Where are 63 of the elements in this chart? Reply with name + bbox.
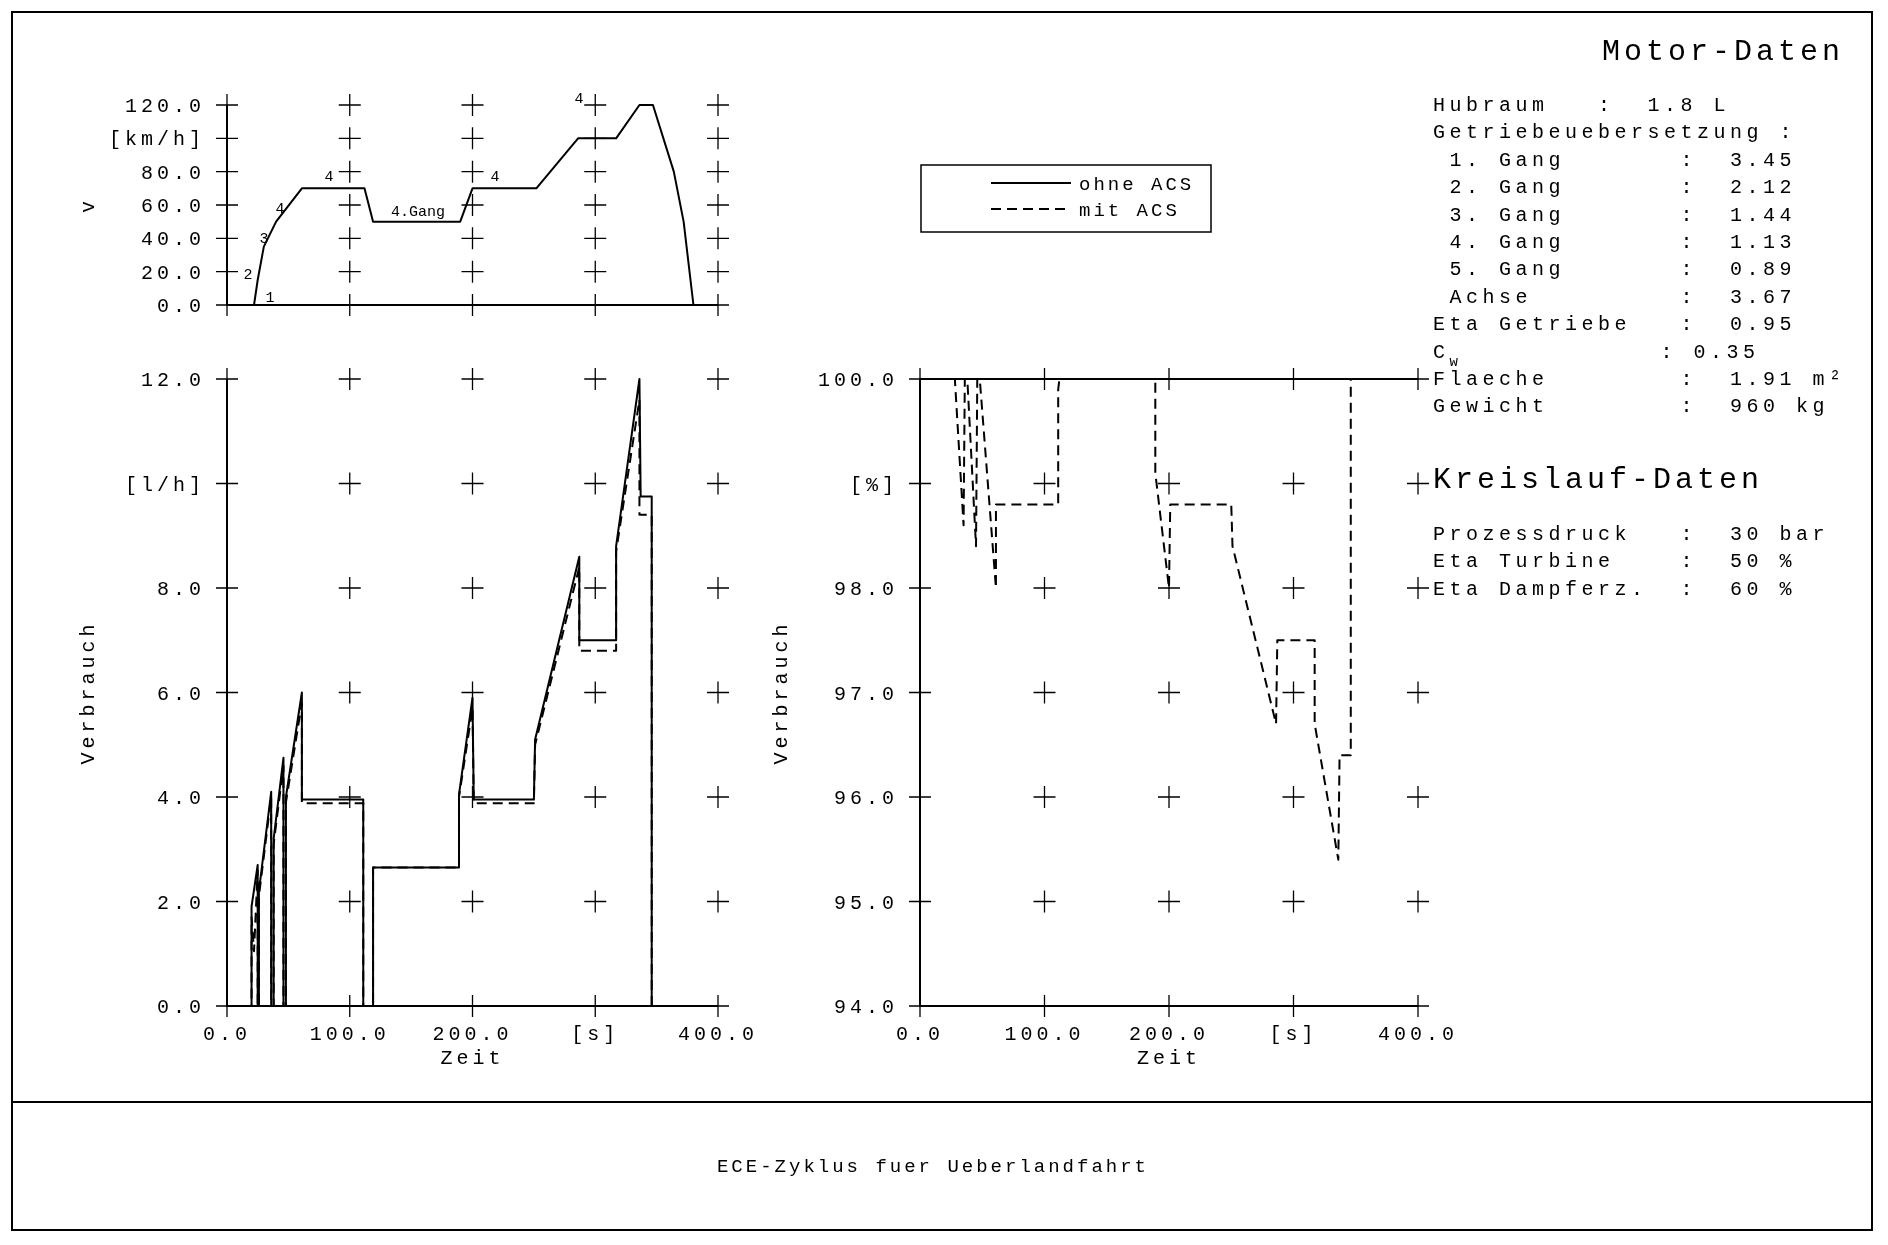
text: Hubraum : 1.8 L: [1433, 94, 1731, 117]
text: 1. Gang : 3.45: [1433, 148, 1797, 172]
text: Achse : 3.67: [1433, 285, 1797, 309]
annotation: 2: [243, 267, 253, 285]
text: Eta Getriebe : 0.95: [1433, 313, 1797, 337]
y-tick-label: 98.0: [833, 578, 898, 601]
y-tick-label: 80.0: [140, 161, 205, 185]
x-axis-title: Zeit: [1136, 1047, 1202, 1070]
annotation: 4.Gang: [390, 204, 446, 222]
y-tick-label: 96.0: [833, 787, 898, 810]
text: Motor-Daten: [1601, 35, 1845, 69]
x-tick-label: 400.0: [1377, 1023, 1459, 1046]
y-tick-label: 120.0: [124, 95, 205, 118]
y-tick-label: [l/h]: [124, 473, 205, 497]
legend-label: mit ACS: [1079, 199, 1180, 222]
y-axis-title: Verbrauch: [770, 620, 793, 765]
y-tick-label: 95.0: [833, 891, 898, 915]
text: Eta Dampferz. : 60 %: [1433, 577, 1797, 601]
text: Gewicht : 960 kg: [1433, 395, 1830, 419]
y-tick-label: 0.0: [156, 295, 205, 318]
x-tick-label: [s]: [1269, 1023, 1318, 1046]
x-tick-label: 200.0: [432, 1023, 513, 1046]
y-tick-label: 40.0: [140, 228, 205, 252]
annotation: 4: [275, 201, 285, 219]
legend-label: ohne ACS: [1079, 173, 1195, 196]
text: Prozessdruck : 30 bar: [1433, 523, 1830, 546]
y-tick-label: 0.0: [156, 996, 205, 1019]
y-tick-label: 20.0: [140, 261, 205, 285]
x-tick-label: 400.0: [677, 1023, 759, 1046]
y-tick-label: [km/h]: [108, 128, 205, 152]
annotation: 4: [574, 91, 584, 109]
text: Eta Turbine : 50 %: [1433, 550, 1797, 574]
x-tick-label: 100.0: [309, 1023, 390, 1046]
annotation: 4: [324, 169, 334, 187]
y-tick-label: 60.0: [140, 195, 205, 218]
y-tick-label: 6.0: [156, 682, 205, 706]
text: C$_{w}$ : 0.35: [1433, 340, 1760, 370]
y-tick-label: 4.0: [156, 787, 205, 810]
y-tick-label: 12.0: [140, 369, 205, 392]
annotation: 4: [490, 169, 500, 187]
y-tick-label: 100.0: [817, 369, 898, 392]
x-tick-label: 0.0: [895, 1023, 945, 1046]
x-tick-label: [s]: [571, 1023, 620, 1046]
y-tick-label: 8.0: [156, 578, 205, 601]
text: 2. Gang : 2.12: [1433, 176, 1797, 200]
y-tick-label: 97.0: [833, 682, 898, 706]
text: Flaeche : 1.91 m²: [1433, 368, 1846, 391]
text: 4. Gang : 1.13: [1433, 231, 1797, 254]
text: Getriebeuebersetzung :: [1433, 121, 1797, 145]
x-tick-label: 100.0: [1004, 1023, 1085, 1046]
x-tick-label: 200.0: [1128, 1023, 1210, 1046]
text: Kreislauf-Daten: [1433, 463, 1764, 497]
y-tick-label: 2.0: [156, 891, 205, 915]
text: ECE-Zyklus fuer Ueberlandfahrt: [716, 1156, 1150, 1178]
y-tick-label: [%]: [849, 473, 898, 497]
y-axis-title: Verbrauch: [77, 620, 100, 765]
y-tick-label: 94.0: [833, 996, 898, 1019]
x-axis-title: Zeit: [440, 1047, 505, 1070]
y-axis-title: v: [77, 196, 100, 214]
x-tick-label: 0.0: [202, 1023, 252, 1046]
text: 3. Gang : 1.44: [1433, 203, 1797, 227]
annotation: 1: [265, 290, 275, 308]
text: 5. Gang : 0.89: [1433, 258, 1797, 282]
